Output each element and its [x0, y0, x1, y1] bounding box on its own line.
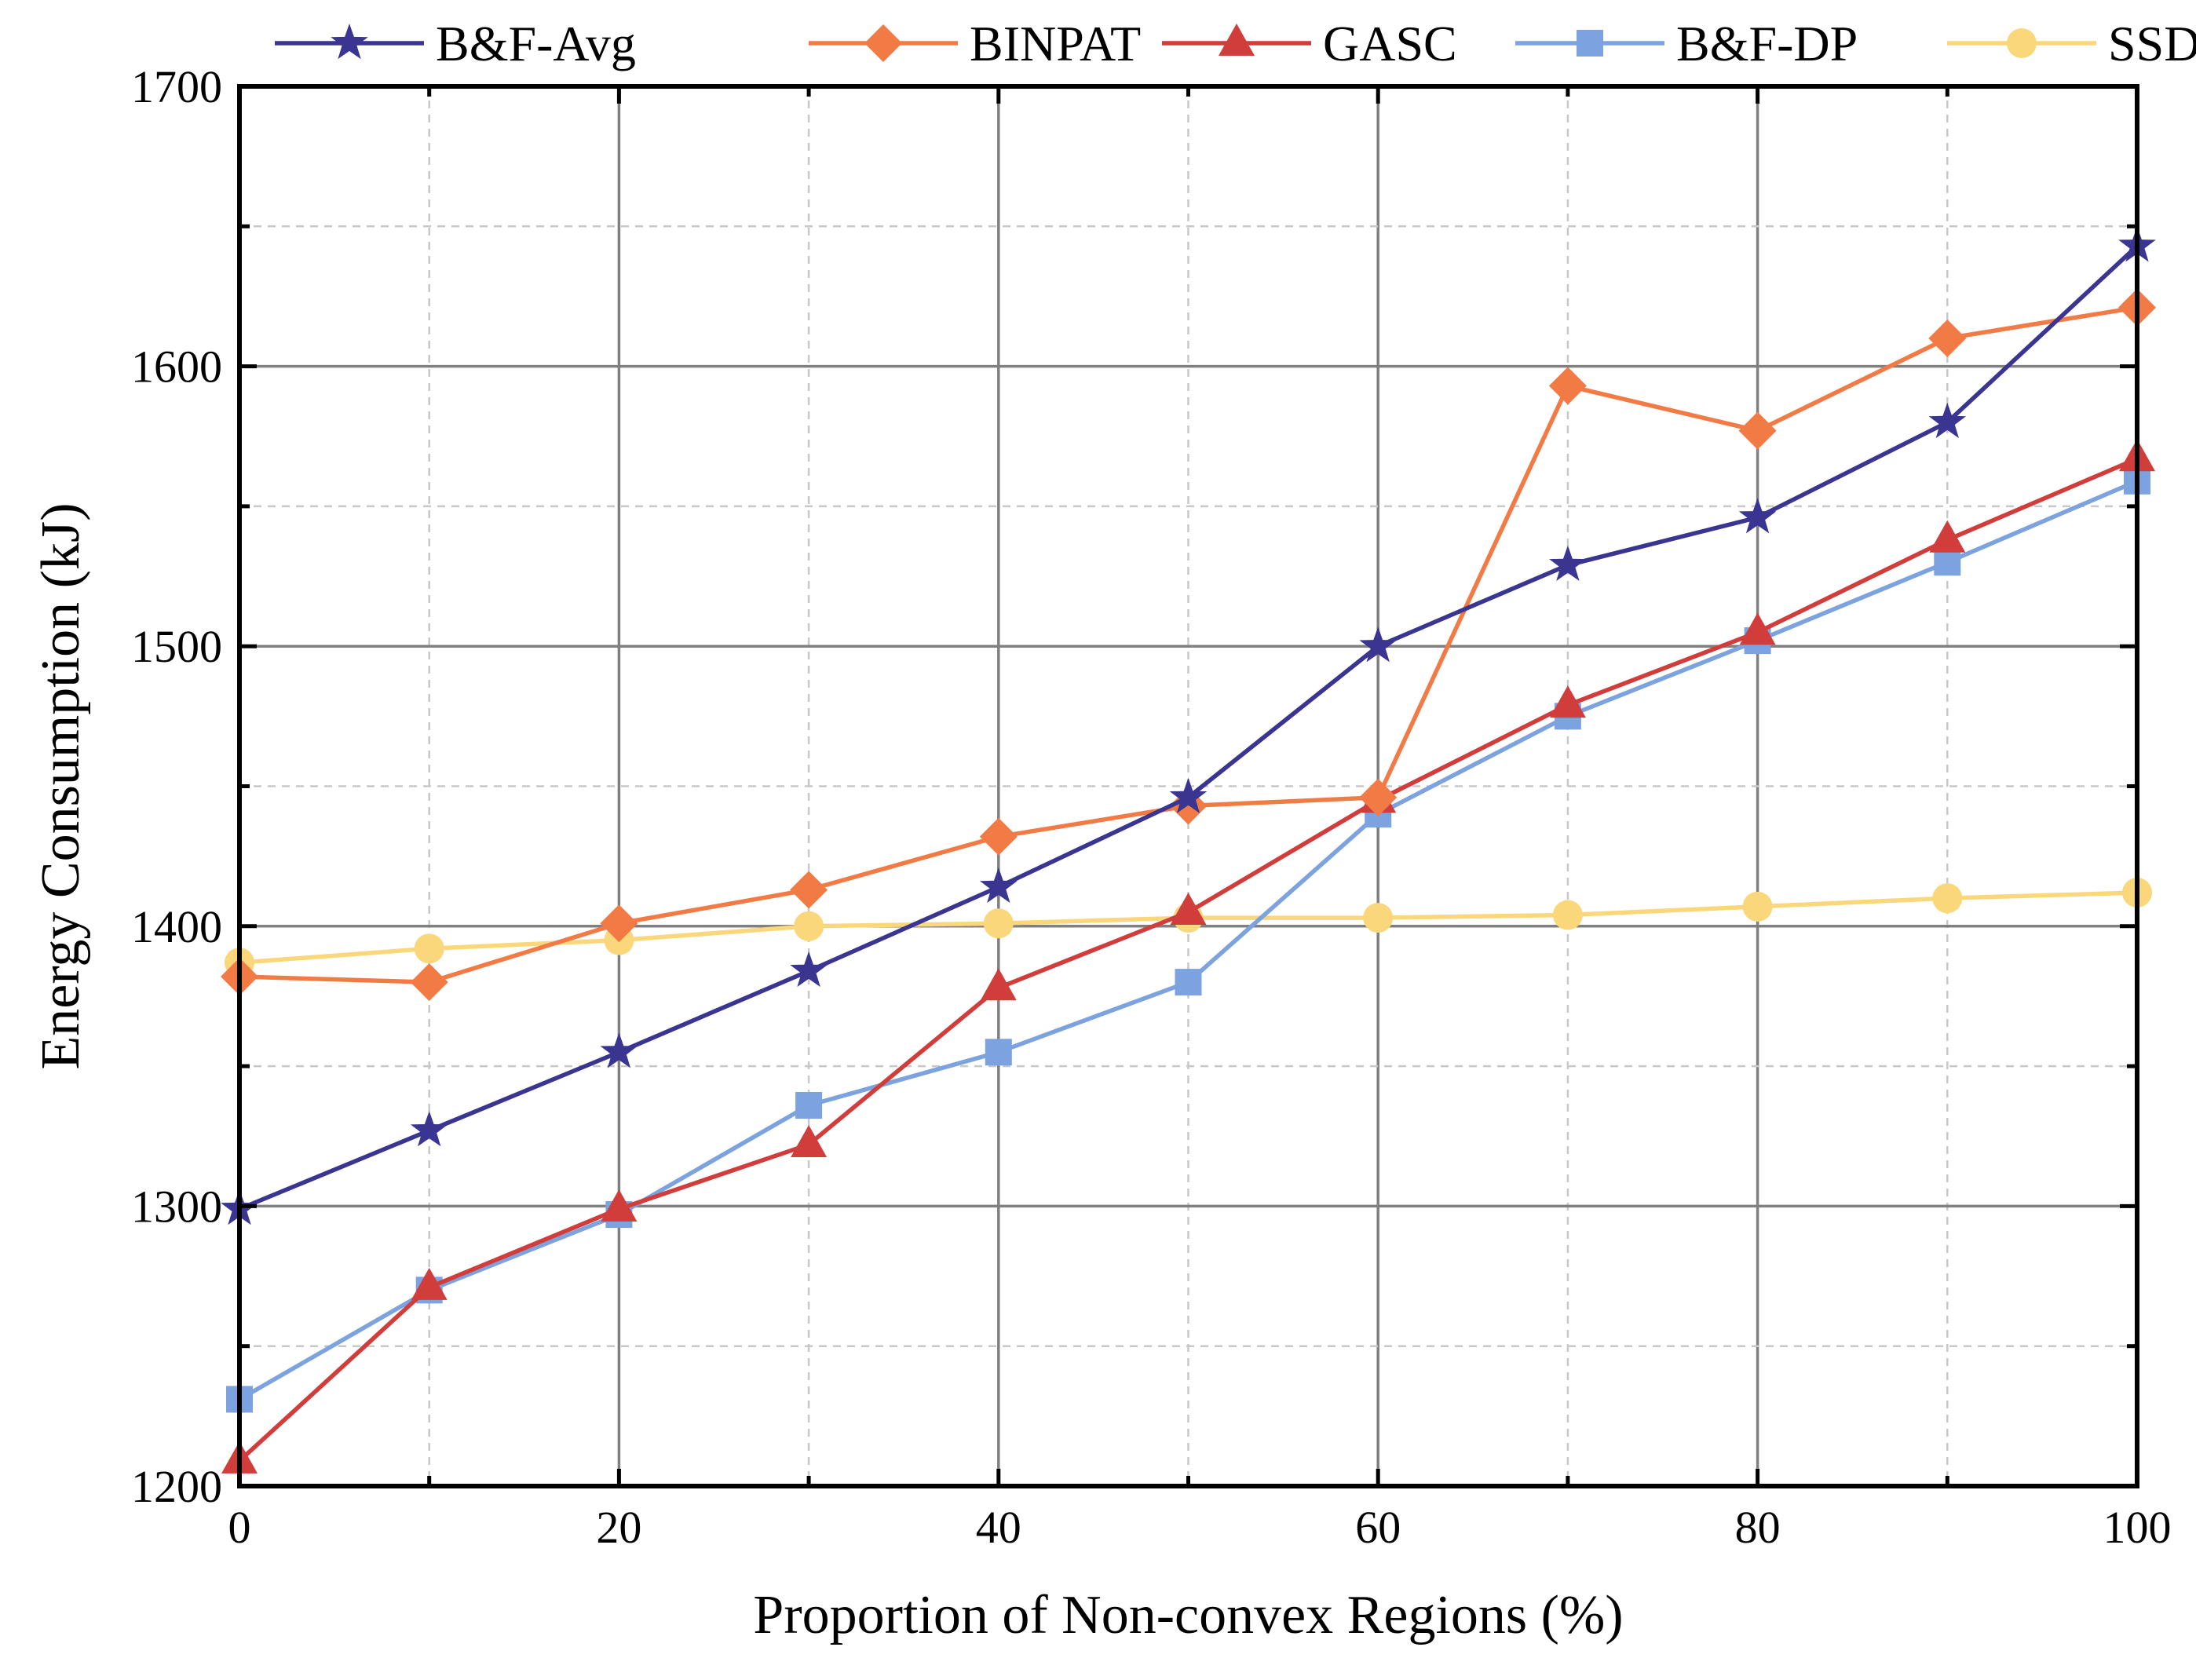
- legend-label: B&F-DP: [1676, 16, 1858, 71]
- data-point-binpat: [1928, 319, 1967, 357]
- data-point-b-f-avg: [1169, 777, 1208, 813]
- data-point-ssdp: [1932, 883, 1963, 914]
- data-point-b-f-dp: [795, 1092, 823, 1119]
- x-axis-title: Proportion of Non-convex Regions (%): [753, 1585, 1623, 1645]
- data-point-ssdp: [414, 933, 444, 964]
- data-point-b-f-avg: [1928, 402, 1967, 439]
- legend-item-b-f-dp: B&F-DP: [1515, 16, 1858, 71]
- data-point-gasc: [1170, 892, 1207, 925]
- legend-label: B&F-Avg: [436, 16, 636, 71]
- series-line-gasc: [238, 456, 2139, 1463]
- y-axis-title: Energy Consumption (kJ): [31, 502, 91, 1069]
- series-layer: [221, 226, 2156, 1474]
- data-point-b-f-avg: [600, 1032, 638, 1068]
- y-tick-label: 1700: [131, 61, 222, 112]
- data-point-ssdp: [794, 911, 824, 941]
- data-point-b-f-avg: [1738, 498, 1777, 534]
- x-tick-label: 80: [1735, 1502, 1781, 1553]
- data-point-b-f-dp: [1175, 969, 1202, 996]
- data-point-ssdp: [1552, 900, 1583, 930]
- data-point-binpat: [410, 963, 448, 1002]
- y-tick-label: 1500: [131, 621, 222, 672]
- data-point-binpat: [790, 871, 828, 909]
- legend-marker: [2007, 28, 2037, 58]
- x-tick-label: 60: [1355, 1502, 1401, 1553]
- data-point-b-f-avg: [790, 951, 828, 988]
- x-tick-label: 40: [976, 1502, 1021, 1553]
- legend: B&F-Avg BINPAT GASC B&F-DP SSDP: [275, 16, 2196, 71]
- data-point-b-f-avg: [410, 1111, 448, 1147]
- data-point-b-f-dp: [1934, 549, 1961, 576]
- data-point-gasc: [601, 1189, 638, 1222]
- legend-marker: [1219, 24, 1255, 56]
- data-point-binpat: [600, 904, 638, 943]
- data-point-ssdp: [1742, 891, 1773, 922]
- data-point-binpat: [1548, 367, 1587, 405]
- x-tick-label: 20: [596, 1502, 641, 1553]
- y-tick-label: 1400: [131, 901, 222, 952]
- legend-item-binpat: BINPAT: [809, 16, 1141, 71]
- data-point-gasc: [791, 1124, 828, 1157]
- x-tick-label: 0: [228, 1502, 251, 1553]
- data-point-binpat: [979, 817, 1018, 856]
- data-point-gasc: [980, 968, 1017, 1001]
- data-point-ssdp: [983, 908, 1014, 939]
- x-tick-label: 100: [2103, 1502, 2172, 1553]
- legend-item-b-f-avg: B&F-Avg: [275, 16, 636, 71]
- data-point-binpat: [1169, 787, 1208, 825]
- legend-marker: [331, 24, 368, 60]
- legend-marker: [864, 24, 902, 62]
- legend-item-gasc: GASC: [1162, 16, 1457, 71]
- data-point-gasc: [1929, 520, 1966, 553]
- data-point-ssdp: [1363, 903, 1394, 933]
- data-point-b-f-avg: [1359, 626, 1397, 663]
- data-point-binpat: [1738, 411, 1777, 450]
- y-tick-label: 1300: [131, 1181, 222, 1232]
- data-point-gasc: [1739, 612, 1776, 645]
- data-point-b-f-dp: [985, 1039, 1012, 1066]
- data-point-b-f-avg: [1549, 545, 1587, 581]
- y-tick-label: 1200: [131, 1461, 222, 1512]
- legend-label: GASC: [1323, 16, 1457, 71]
- legend-label: BINPAT: [970, 16, 1141, 71]
- data-point-gasc: [1549, 685, 1586, 718]
- data-point-binpat: [1359, 778, 1398, 816]
- legend-label: SSDP: [2108, 16, 2196, 71]
- legend-marker: [1577, 30, 1603, 57]
- data-point-b-f-avg: [980, 867, 1018, 904]
- legend-item-ssdp: SSDP: [1947, 16, 2196, 71]
- data-point-gasc: [411, 1267, 448, 1300]
- y-tick-label: 1600: [131, 341, 222, 393]
- axis-ticks: 0 20 40 60 80 100 1200 1300 1400 1500 1600 1700: [131, 61, 2172, 1553]
